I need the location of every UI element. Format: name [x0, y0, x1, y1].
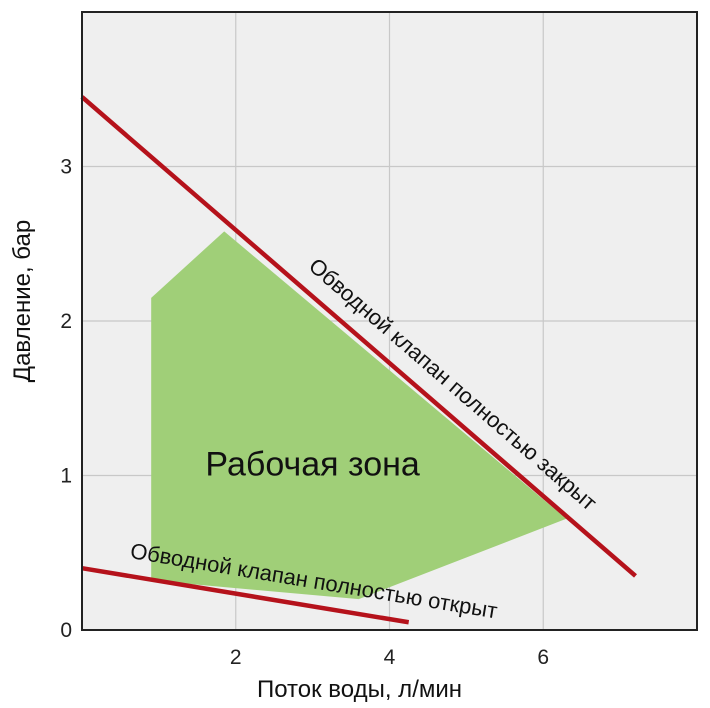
- x-tick-label: 6: [537, 646, 549, 669]
- x-tick-labels: 2 4 6: [230, 646, 549, 669]
- working-zone-region: [151, 231, 567, 600]
- y-axis-title: Давление, бар: [9, 220, 36, 382]
- y-tick-labels: 0 1 2 3: [60, 156, 72, 643]
- working-zone-label: Рабочая зона: [205, 446, 419, 484]
- y-tick-label: 2: [60, 310, 72, 333]
- y-tick-label: 3: [60, 156, 72, 179]
- plot-frame: [81, 11, 698, 631]
- x-tick-label: 2: [230, 646, 242, 669]
- series-line-1: [81, 565, 410, 625]
- y-tick-label: 0: [60, 619, 72, 642]
- series-lines: [80, 95, 637, 625]
- series-line-0: [80, 95, 637, 578]
- x-tick-label: 4: [384, 646, 396, 669]
- x-axis-title: Поток воды, л/мин: [257, 676, 462, 703]
- y-tick-label: 1: [60, 465, 72, 488]
